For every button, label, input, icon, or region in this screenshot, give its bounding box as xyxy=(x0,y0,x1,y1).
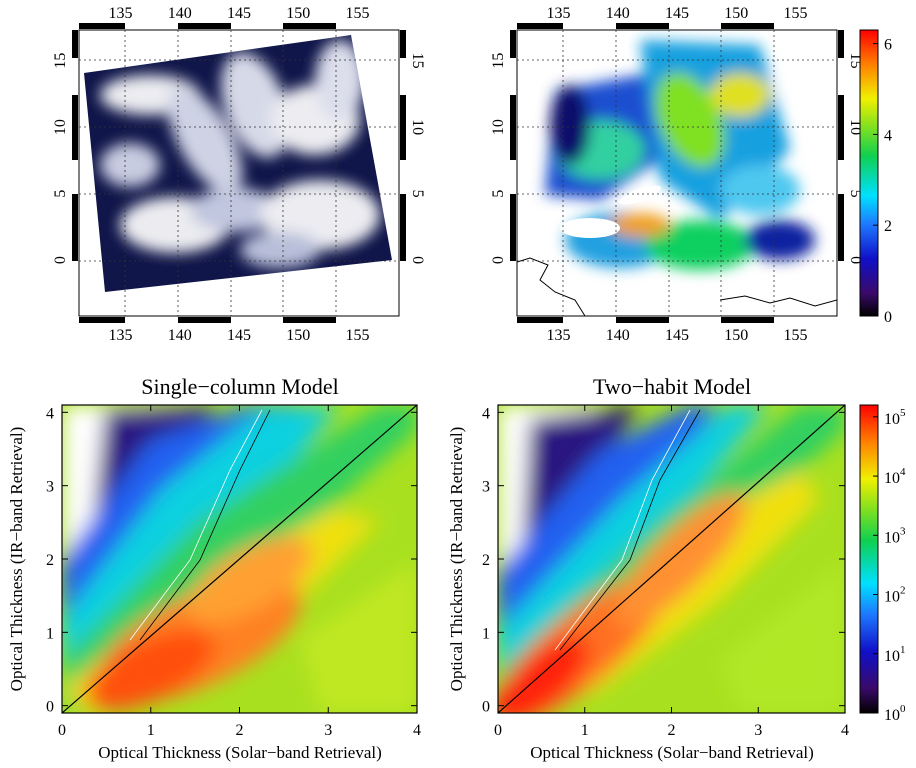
y-axis-title: Optical Thickness (IR−band Retrieval) xyxy=(7,427,26,692)
satellite-image xyxy=(79,30,399,316)
x-tick-label: 150 xyxy=(724,327,748,344)
density-heatmap xyxy=(498,405,845,713)
x-tick-label: 145 xyxy=(227,5,251,22)
x-tick-label: 135 xyxy=(546,5,570,22)
x-tick-label: 145 xyxy=(227,327,251,344)
y-tick-label: 0 xyxy=(482,699,490,716)
x-tick-label: 150 xyxy=(724,5,748,22)
x-tick-label: 135 xyxy=(108,327,132,344)
x-tick-label: 0 xyxy=(58,722,66,739)
x-tick-label: 140 xyxy=(606,327,630,344)
y-tick-label: 5 xyxy=(52,190,69,198)
y-tick-label: 2 xyxy=(482,552,490,569)
y-tick-labels-left: 0 5 10 15 xyxy=(490,53,507,265)
y-tick-label: 5 xyxy=(409,190,426,198)
x-tick-labels-bottom: 135 140 145 150 155 xyxy=(546,327,807,344)
y-tick-label: 15 xyxy=(409,53,426,69)
x-tick-labels-top: 135 140 145 150 155 xyxy=(546,5,807,22)
x-tick-label: 150 xyxy=(286,327,310,344)
y-axis-title: Optical Thickness (IR−band Retrieval) xyxy=(447,427,466,692)
plot-title: Two−habit Model xyxy=(593,374,751,399)
y-tick-label: 0 xyxy=(409,256,426,264)
x-axis-title: Optical Thickness (Solar−band Retrieval) xyxy=(98,743,382,762)
colorbar-tick-label: 103 xyxy=(884,525,906,546)
y-tick-label: 5 xyxy=(490,190,507,198)
x-tick-label: 0 xyxy=(494,722,502,739)
y-tick-label: 15 xyxy=(52,53,69,69)
x-tick-label: 155 xyxy=(784,5,808,22)
density-heatmap xyxy=(62,405,417,713)
one-to-one-line xyxy=(498,405,845,713)
colorbar-tick-label: 6 xyxy=(884,37,892,54)
y-tick-label: 5 xyxy=(847,190,864,198)
single-column-heatmap-panel: 0 1 2 3 4 0 1 2 3 4 Single−column Model Optical … xyxy=(7,374,421,762)
y-tick-label: 15 xyxy=(490,53,507,69)
x-tick-label: 155 xyxy=(784,327,808,344)
y-tick-label: 10 xyxy=(490,119,507,135)
plot-title: Single−column Model xyxy=(141,374,339,399)
y-tick-label: 0 xyxy=(46,699,54,716)
x-tick-label: 2 xyxy=(668,722,676,739)
x-tick-label: 135 xyxy=(546,327,570,344)
x-tick-label: 3 xyxy=(324,722,332,739)
x-tick-label: 4 xyxy=(413,722,421,739)
colorbar-linear xyxy=(859,29,879,317)
y-tick-label: 2 xyxy=(46,552,54,569)
y-tick-label: 0 xyxy=(490,256,507,264)
x-tick-label: 145 xyxy=(665,327,689,344)
colorbar-tick-label: 100 xyxy=(884,703,906,724)
y-tick-label: 0 xyxy=(52,256,69,264)
x-tick-label: 155 xyxy=(346,5,370,22)
y-tick-label: 0 xyxy=(847,256,864,264)
x-axis-title: Optical Thickness (Solar−band Retrieval) xyxy=(530,743,814,762)
x-tick-label: 3 xyxy=(754,722,762,739)
y-tick-labels-left: 0 5 10 15 xyxy=(52,53,69,265)
x-tick-label: 145 xyxy=(665,5,689,22)
colorbar-tick-label: 105 xyxy=(884,407,906,428)
x-tick-labels: 0 1 2 3 4 xyxy=(494,405,849,739)
y-tick-labels-right: 0 5 10 15 xyxy=(409,53,426,265)
x-tick-label: 1 xyxy=(147,722,155,739)
x-tick-label: 155 xyxy=(346,327,370,344)
x-tick-label: 140 xyxy=(606,5,630,22)
optical-thickness-map-panel: 135 140 145 150 155 135 140 145 150 155 0 5 10 15 0… xyxy=(490,5,892,344)
two-habit-heatmap-panel: 0 1 2 3 4 0 1 2 3 4 Two−habit Model Optical Thic… xyxy=(447,374,906,762)
y-tick-label: 3 xyxy=(46,479,54,496)
x-tick-label: 140 xyxy=(168,5,192,22)
y-tick-label: 4 xyxy=(482,405,490,422)
colorbar-tick-label: 0 xyxy=(884,309,892,326)
y-tick-label: 4 xyxy=(46,405,54,422)
y-tick-labels: 0 1 2 3 4 xyxy=(482,405,845,716)
colorbar-log xyxy=(859,404,879,714)
y-tick-labels: 0 1 2 3 4 xyxy=(46,405,417,716)
colorbar-tick-label: 4 xyxy=(884,127,892,144)
x-tick-label: 150 xyxy=(286,5,310,22)
y-tick-label: 1 xyxy=(482,625,490,642)
colorbar-tick-label: 101 xyxy=(884,644,906,665)
x-tick-label: 2 xyxy=(236,722,244,739)
y-tick-label: 1 xyxy=(46,625,54,642)
y-tick-label: 10 xyxy=(52,119,69,135)
retrieval-map-image xyxy=(517,30,837,316)
x-tick-label: 135 xyxy=(108,5,132,22)
x-tick-labels-bottom: 135 140 145 150 155 xyxy=(108,327,369,344)
x-tick-label: 1 xyxy=(581,722,589,739)
x-tick-label: 140 xyxy=(168,327,192,344)
colorbar-tick-label: 2 xyxy=(884,218,892,235)
y-tick-label: 10 xyxy=(409,119,426,135)
colorbar-tick-labels: 0 2 4 6 xyxy=(873,37,892,326)
y-tick-label: 3 xyxy=(482,479,490,496)
x-tick-labels: 0 1 2 3 4 xyxy=(58,405,421,739)
colorbar-tick-label: 102 xyxy=(884,585,906,606)
colorbar-tick-label: 104 xyxy=(884,466,906,487)
x-tick-labels-top: 135 140 145 150 155 xyxy=(108,5,369,22)
one-to-one-line xyxy=(62,405,417,713)
x-tick-label: 4 xyxy=(841,722,849,739)
